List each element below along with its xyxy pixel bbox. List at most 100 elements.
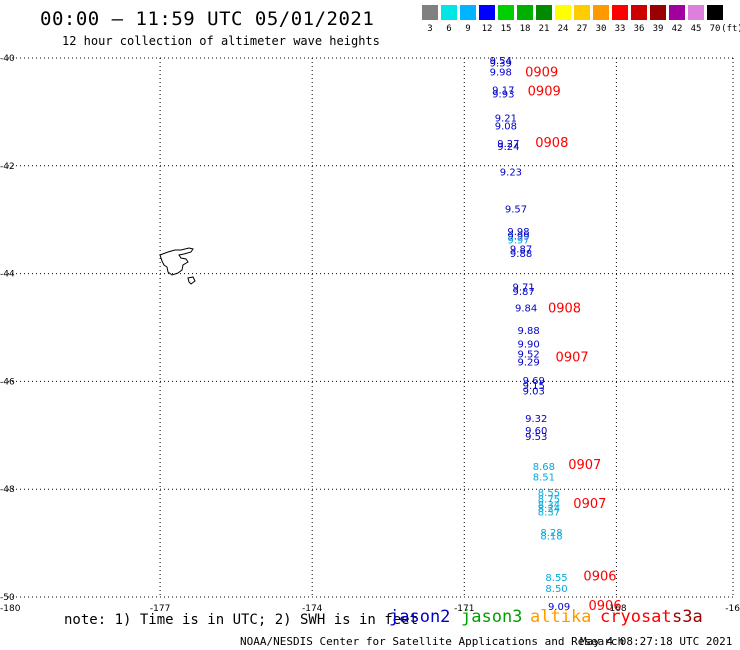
- lat-tick-label: -50: [0, 593, 15, 603]
- lon-tick-label: -174: [302, 604, 323, 614]
- legend-label: 70: [709, 24, 721, 34]
- legend-swatch: [688, 5, 704, 20]
- observation-height-label: 9.98: [490, 67, 512, 78]
- observation-height-label: 9.84: [515, 304, 537, 315]
- observation-height-label: 9.29: [518, 357, 540, 368]
- observation-height-label: 9.99: [507, 231, 529, 242]
- observation-time-label: 0906: [583, 570, 616, 585]
- observation-height-label: 9.60: [525, 426, 547, 437]
- legend-label: 39: [652, 24, 664, 34]
- observation-height-label: 8.37: [538, 507, 560, 518]
- observation-height-label: 9.88: [518, 326, 540, 337]
- observation-height-label: 9.98: [507, 227, 529, 238]
- observation-height-label: 9.53: [525, 432, 547, 443]
- observation-height-label: 9.27: [497, 139, 519, 150]
- legend-label: 12: [481, 24, 493, 34]
- legend-label: 45: [690, 24, 702, 34]
- legend-swatch: [612, 5, 628, 20]
- lon-tick-label: -180: [0, 604, 21, 614]
- observation-height-label: 9.71: [512, 283, 534, 294]
- credit-timestamp: May 4 08:27:18 UTC 2021: [580, 635, 733, 648]
- lat-lon-grid: [8, 58, 733, 597]
- legend-label: 15: [500, 24, 512, 34]
- legend-swatch: [669, 5, 685, 20]
- legend-swatch: [441, 5, 457, 20]
- credit-text: NOAA/NESDIS Center for Satellite Applica…: [240, 635, 625, 648]
- observation-height-label: 9.90: [518, 340, 540, 351]
- observation-height-label: 9.09: [548, 602, 570, 613]
- observation-time-label: 0909: [525, 66, 558, 81]
- legend-label: 27: [576, 24, 588, 34]
- satellite-label-s3a: s3a: [672, 607, 703, 627]
- observation-height-label: 9.08: [495, 121, 517, 132]
- observation-height-label: 8.55: [545, 573, 567, 584]
- map-title: 00:00 – 11:59 UTC 05/01/2021: [40, 8, 375, 30]
- satellite-label-altika: altika: [530, 607, 592, 627]
- legend-unit: (ft): [721, 24, 740, 34]
- satellite-label-jason3: jason3: [461, 607, 523, 627]
- observation-labels: 9.549.399.989.179.939.219.089.279.249.23…: [490, 56, 622, 614]
- legend-swatch: [460, 5, 476, 20]
- lat-tick-label: -48: [0, 485, 15, 495]
- legend-swatch: [631, 5, 647, 20]
- legend-swatch: [707, 5, 723, 20]
- observation-height-label: 9.97: [507, 236, 529, 247]
- observation-height-label: 9.03: [523, 387, 545, 398]
- legend-label: 24: [557, 24, 569, 34]
- map-subtitle: 12 hour collection of altimeter wave hei…: [62, 34, 380, 48]
- lat-tick-label: -46: [0, 377, 15, 387]
- observation-height-label: 8.18: [540, 532, 562, 543]
- observation-height-label: 9.23: [500, 168, 522, 179]
- observation-height-label: 9.32: [525, 414, 547, 425]
- lon-tick-label: -16: [725, 604, 740, 614]
- observation-height-label: 9.57: [505, 204, 527, 215]
- legend-label: 42: [671, 24, 683, 34]
- satellite-label-cryosat: cryosat: [600, 607, 672, 627]
- observation-time-label: 0909: [528, 84, 561, 99]
- map-frame: [8, 57, 734, 598]
- lon-tick-label: -168: [606, 604, 627, 614]
- observation-height-label: 8.51: [533, 472, 555, 483]
- observation-height-label: 8.28: [540, 528, 562, 539]
- satellite-label-jason2: jason2: [389, 607, 451, 627]
- legend-label: 36: [633, 24, 645, 34]
- legend-swatch: [593, 5, 609, 20]
- chatham-island-shape: [159, 247, 194, 276]
- lon-tick-label: -177: [150, 604, 170, 614]
- observation-height-label: 9.52: [518, 349, 540, 360]
- observation-height-label: 8.55: [538, 488, 560, 499]
- island-outline: [159, 247, 196, 285]
- pitt-island-shape: [187, 276, 196, 285]
- lon-tick-label: -171: [454, 604, 474, 614]
- legend-label: 30: [595, 24, 607, 34]
- observation-height-label: 8.50: [545, 584, 567, 595]
- legend-swatch: [422, 5, 438, 20]
- observation-height-label: 9.15: [523, 381, 545, 392]
- observation-time-label: 0907: [573, 497, 606, 512]
- observation-height-label: 8.24: [538, 504, 560, 515]
- legend-swatch: [650, 5, 666, 20]
- legend-label: 9: [465, 24, 471, 34]
- observation-time-label: 0907: [556, 351, 589, 366]
- legend-swatch: [479, 5, 495, 20]
- observation-time-label: 0907: [568, 458, 601, 473]
- observation-height-label: 8.68: [533, 462, 555, 473]
- observation-height-label: 8.34: [538, 500, 560, 511]
- legend-swatch: [574, 5, 590, 20]
- legend-label: 33: [614, 24, 626, 34]
- legend-label: 6: [446, 24, 452, 34]
- lat-tick-label: -40: [0, 54, 15, 64]
- observation-height-label: 9.54: [490, 56, 512, 67]
- observation-height-label: 9.69: [523, 376, 545, 387]
- observation-height-label: 9.87: [510, 244, 532, 255]
- observation-height-label: 9.21: [495, 113, 517, 124]
- observation-time-label: 0908: [535, 136, 568, 151]
- observation-height-label: 9.17: [492, 85, 514, 96]
- axis-tick-labels: -180 -177 -174 -171 -168 -16 -40 -42 -44 -46 -48 -5…: [0, 54, 740, 614]
- legend-swatch: [555, 5, 571, 20]
- lat-tick-label: -42: [0, 162, 15, 172]
- observation-time-label: 0906: [589, 599, 622, 614]
- legend-label: 21: [538, 24, 550, 34]
- observation-height-label: 9.24: [497, 142, 519, 153]
